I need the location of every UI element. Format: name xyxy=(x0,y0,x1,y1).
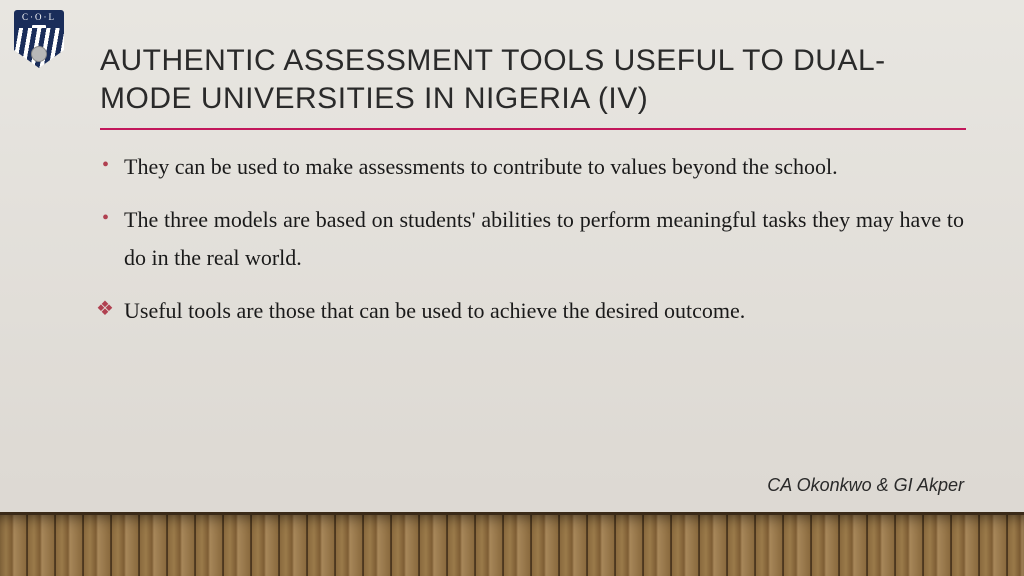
bullet-text: Useful tools are those that can be used … xyxy=(124,298,745,323)
title-divider xyxy=(100,128,966,130)
slide: C·O·L AUTHENTIC ASSESSMENT TOOLS USEFUL … xyxy=(0,0,1024,576)
shield-icon xyxy=(14,28,64,68)
slide-title: AUTHENTIC ASSESSMENT TOOLS USEFUL TO DUA… xyxy=(100,42,964,117)
bullet-item: Useful tools are those that can be used … xyxy=(100,292,964,331)
authors: CA Okonkwo & GI Akper xyxy=(767,475,964,496)
wood-floor xyxy=(0,512,1024,576)
bullet-item: They can be used to make assessments to … xyxy=(100,148,964,187)
logo-letters: C·O·L xyxy=(22,12,56,22)
bullet-text: They can be used to make assessments to … xyxy=(124,154,838,179)
logo-banner: C·O·L xyxy=(14,10,64,28)
slide-body: They can be used to make assessments to … xyxy=(100,148,964,344)
org-logo: C·O·L xyxy=(14,10,64,70)
bullet-item: The three models are based on students' … xyxy=(100,201,964,278)
globe-icon xyxy=(31,46,47,62)
bullet-text: The three models are based on students' … xyxy=(124,207,964,271)
